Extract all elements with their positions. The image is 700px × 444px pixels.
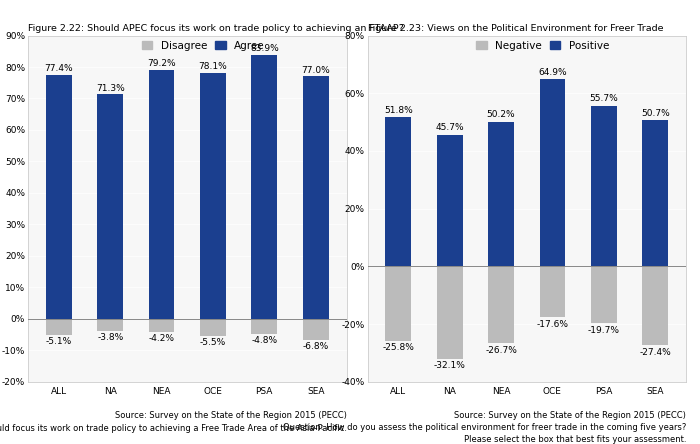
Bar — [46, 75, 71, 319]
Text: Question: APEC should focus its work on trade policy to achieving a Free Trade A: Question: APEC should focus its work on … — [0, 424, 346, 433]
Text: -17.6%: -17.6% — [536, 320, 568, 329]
Bar — [200, 319, 226, 336]
Text: 55.7%: 55.7% — [589, 94, 618, 103]
Text: 78.1%: 78.1% — [199, 62, 228, 71]
Text: Question: How do you assess the political environment for freer trade in the com: Question: How do you assess the politica… — [283, 423, 686, 432]
Bar — [386, 117, 411, 266]
Bar — [488, 266, 514, 344]
Text: Please select the box that best fits your assessment.: Please select the box that best fits you… — [463, 435, 686, 444]
Text: 79.2%: 79.2% — [147, 59, 176, 67]
Text: Figure 2.23: Views on the Political Environment for Freer Trade: Figure 2.23: Views on the Political Envi… — [368, 24, 663, 33]
Bar — [643, 266, 668, 345]
Bar — [148, 70, 174, 319]
Text: 77.0%: 77.0% — [301, 66, 330, 75]
Text: -4.2%: -4.2% — [148, 334, 174, 343]
Text: -5.1%: -5.1% — [46, 337, 72, 346]
Bar — [303, 76, 328, 319]
Text: -26.7%: -26.7% — [485, 346, 517, 355]
Bar — [97, 319, 123, 331]
Text: 50.7%: 50.7% — [640, 109, 670, 118]
Text: -4.8%: -4.8% — [251, 336, 277, 345]
Bar — [97, 95, 123, 319]
Bar — [540, 79, 566, 266]
Text: 50.2%: 50.2% — [486, 110, 515, 119]
Legend: Negative, Positive: Negative, Positive — [476, 41, 609, 51]
Text: Figure 2.22: Should APEC focus its work on trade policy to achieving an FTAAP?: Figure 2.22: Should APEC focus its work … — [28, 24, 404, 33]
Text: -3.8%: -3.8% — [97, 333, 123, 342]
Bar — [303, 319, 328, 340]
Text: -19.7%: -19.7% — [588, 325, 620, 335]
Text: Source: Survey on the State of the Region 2015 (PECC): Source: Survey on the State of the Regio… — [115, 411, 346, 420]
Legend: Disagree, Agree: Disagree, Agree — [142, 41, 265, 51]
Bar — [148, 319, 174, 332]
Text: -5.5%: -5.5% — [199, 338, 226, 347]
Bar — [437, 266, 463, 359]
Text: 77.4%: 77.4% — [45, 64, 73, 73]
Bar — [200, 73, 226, 319]
Text: -25.8%: -25.8% — [382, 343, 414, 352]
Text: 83.9%: 83.9% — [250, 44, 279, 53]
Text: 45.7%: 45.7% — [435, 123, 464, 132]
Bar — [386, 266, 411, 341]
Text: 71.3%: 71.3% — [96, 83, 125, 92]
Bar — [251, 55, 277, 319]
Bar — [591, 106, 617, 266]
Bar — [591, 266, 617, 323]
Text: -32.1%: -32.1% — [434, 361, 466, 370]
Bar — [643, 120, 668, 266]
Bar — [540, 266, 566, 317]
Bar — [488, 122, 514, 266]
Text: 64.9%: 64.9% — [538, 68, 567, 77]
Text: -27.4%: -27.4% — [639, 348, 671, 357]
Bar — [251, 319, 277, 334]
Text: Source: Survey on the State of the Region 2015 (PECC): Source: Survey on the State of the Regio… — [454, 411, 686, 420]
Bar — [437, 135, 463, 266]
Text: -6.8%: -6.8% — [302, 342, 329, 351]
Bar — [46, 319, 71, 335]
Text: 51.8%: 51.8% — [384, 106, 413, 115]
